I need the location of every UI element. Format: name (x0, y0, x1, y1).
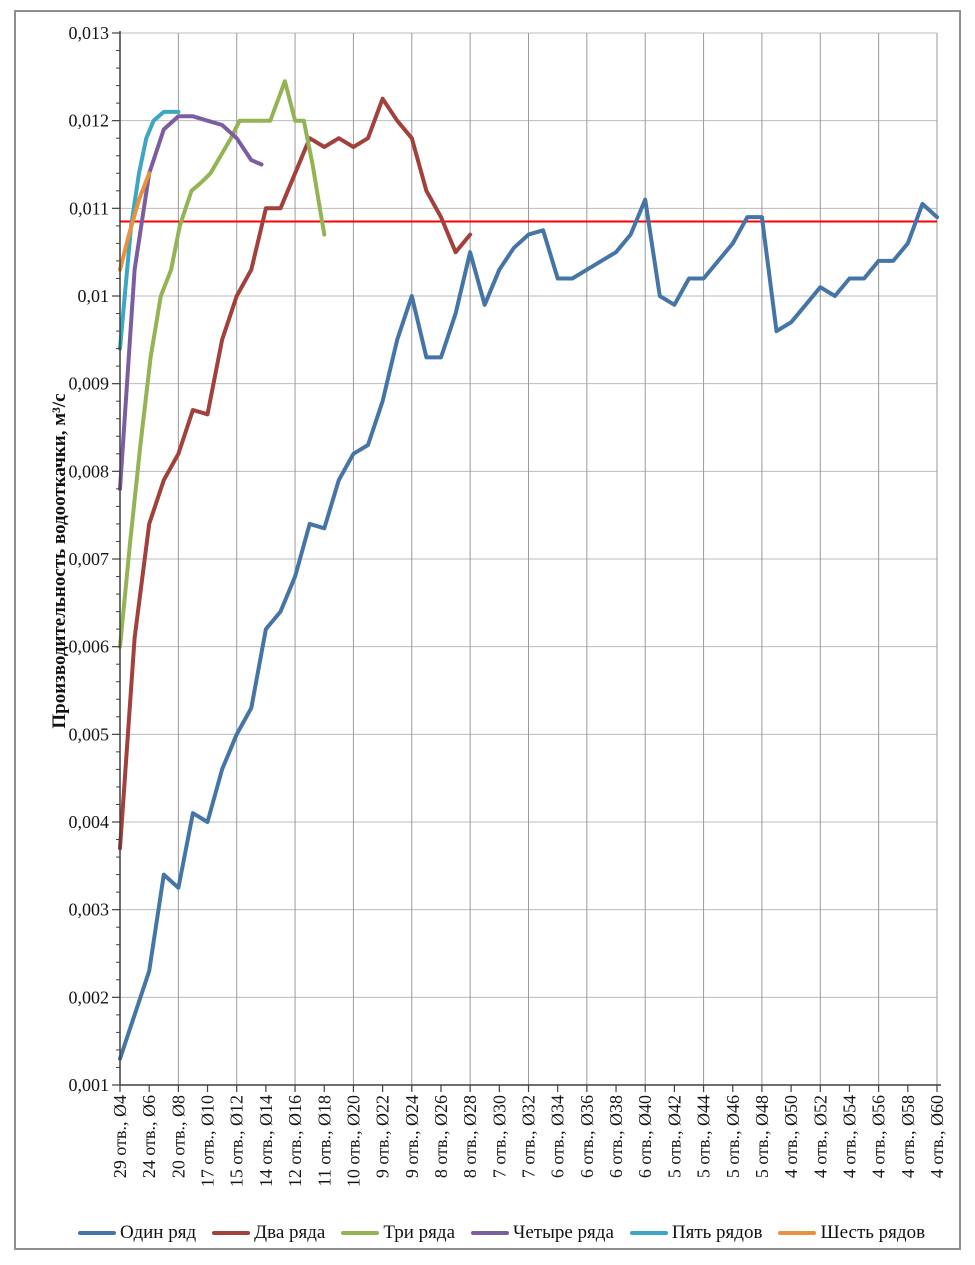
legend-swatch-icon (78, 1231, 116, 1235)
x-tick-label: 7 отв., Ø30 (489, 1095, 509, 1178)
legend-label: Шесть рядов (820, 1222, 926, 1243)
legend-label: Четыре ряда (513, 1222, 614, 1243)
y-tick-label: 0,008 (69, 461, 110, 481)
y-tick-label: 0,002 (69, 987, 110, 1007)
x-tick-label: 14 отв., Ø14 (256, 1095, 276, 1187)
x-tick-label: 20 отв., Ø8 (168, 1095, 188, 1178)
y-tick-label: 0,004 (69, 812, 110, 832)
chart-legend: Один ряд Два ряда Три ряда Четыре ряда Пять … (78, 1222, 925, 1244)
legend-swatch-icon (212, 1231, 251, 1235)
x-tick-label: 6 отв., Ø40 (635, 1095, 655, 1178)
x-tick-label: 24 отв., Ø6 (139, 1095, 159, 1178)
x-tick-label: 29 отв., Ø4 (110, 1095, 130, 1178)
x-tick-label: 6 отв., Ø34 (548, 1095, 568, 1178)
legend-label: Пять рядов (671, 1222, 763, 1243)
y-tick-label: 0,006 (69, 637, 110, 657)
x-tick-label: 6 отв., Ø36 (577, 1095, 597, 1178)
legend-item-1: Один ряд (78, 1222, 196, 1244)
x-tick-label: 12 отв., Ø16 (285, 1095, 305, 1187)
x-tick-label: 9 отв., Ø24 (402, 1095, 422, 1178)
x-tick-label: 17 отв., Ø10 (198, 1095, 218, 1187)
legend-item-6: Шесть рядов (778, 1222, 925, 1244)
x-tick-label: 8 отв., Ø26 (431, 1095, 451, 1178)
legend-label: Один ряд (120, 1222, 197, 1243)
y-axis-title: Производительность водооткачки, м³/с (49, 393, 70, 729)
x-tick-label: 5 отв., Ø44 (694, 1095, 714, 1178)
y-tick-label: 0,007 (69, 549, 110, 569)
legend-item-4: Четыре ряда (471, 1222, 614, 1244)
y-tick-label: 0,003 (69, 900, 110, 920)
y-tick-label: 0,01 (78, 286, 110, 306)
legend-item-3: Три ряда (341, 1222, 455, 1244)
x-tick-label: 5 отв., Ø48 (752, 1095, 772, 1178)
series-line-3 (118, 79, 327, 649)
legend-swatch-icon (778, 1231, 817, 1235)
x-tick-label: 4 отв., Ø58 (898, 1095, 918, 1178)
legend-label: Три ряда (383, 1222, 455, 1243)
x-tick-label: 10 отв., Ø20 (343, 1095, 363, 1187)
x-tick-label: 4 отв., Ø56 (869, 1095, 889, 1178)
x-tick-label: 5 отв., Ø42 (664, 1095, 684, 1178)
x-tick-label: 5 отв., Ø46 (723, 1095, 743, 1178)
y-tick-label: 0,013 (69, 23, 110, 43)
y-tick-label: 0,001 (69, 1075, 110, 1095)
series-line-1 (118, 197, 939, 1061)
y-tick-label: 0,009 (69, 374, 110, 394)
x-tick-label: 15 отв., Ø12 (227, 1095, 247, 1187)
legend-swatch-icon (629, 1231, 668, 1235)
y-tick-label: 0,011 (69, 198, 109, 218)
legend-label: Два ряда (254, 1222, 326, 1243)
legend-swatch-icon (341, 1231, 380, 1235)
x-tick-label: 4 отв., Ø52 (810, 1095, 830, 1178)
x-tick-label: 9 отв., Ø22 (373, 1095, 393, 1178)
series-line-2 (118, 96, 473, 851)
x-tick-label: 4 отв., Ø60 (927, 1095, 947, 1178)
series-line-4 (118, 114, 264, 491)
legend-item-5: Пять рядов (629, 1222, 763, 1244)
legend-item-2: Два ряда (212, 1222, 325, 1244)
x-tick-label: 7 отв., Ø32 (519, 1095, 539, 1178)
x-tick-label: 4 отв., Ø50 (781, 1095, 801, 1178)
y-tick-label: 0,005 (69, 724, 110, 744)
legend-swatch-icon (471, 1231, 509, 1235)
x-tick-label: 11 отв., Ø18 (314, 1095, 334, 1186)
x-tick-label: 8 отв., Ø28 (460, 1095, 480, 1178)
x-tick-label: 6 отв., Ø38 (606, 1095, 626, 1178)
series-line-6 (118, 171, 152, 272)
x-tick-label: 4 отв., Ø54 (839, 1095, 859, 1178)
y-tick-label: 0,012 (69, 111, 110, 131)
